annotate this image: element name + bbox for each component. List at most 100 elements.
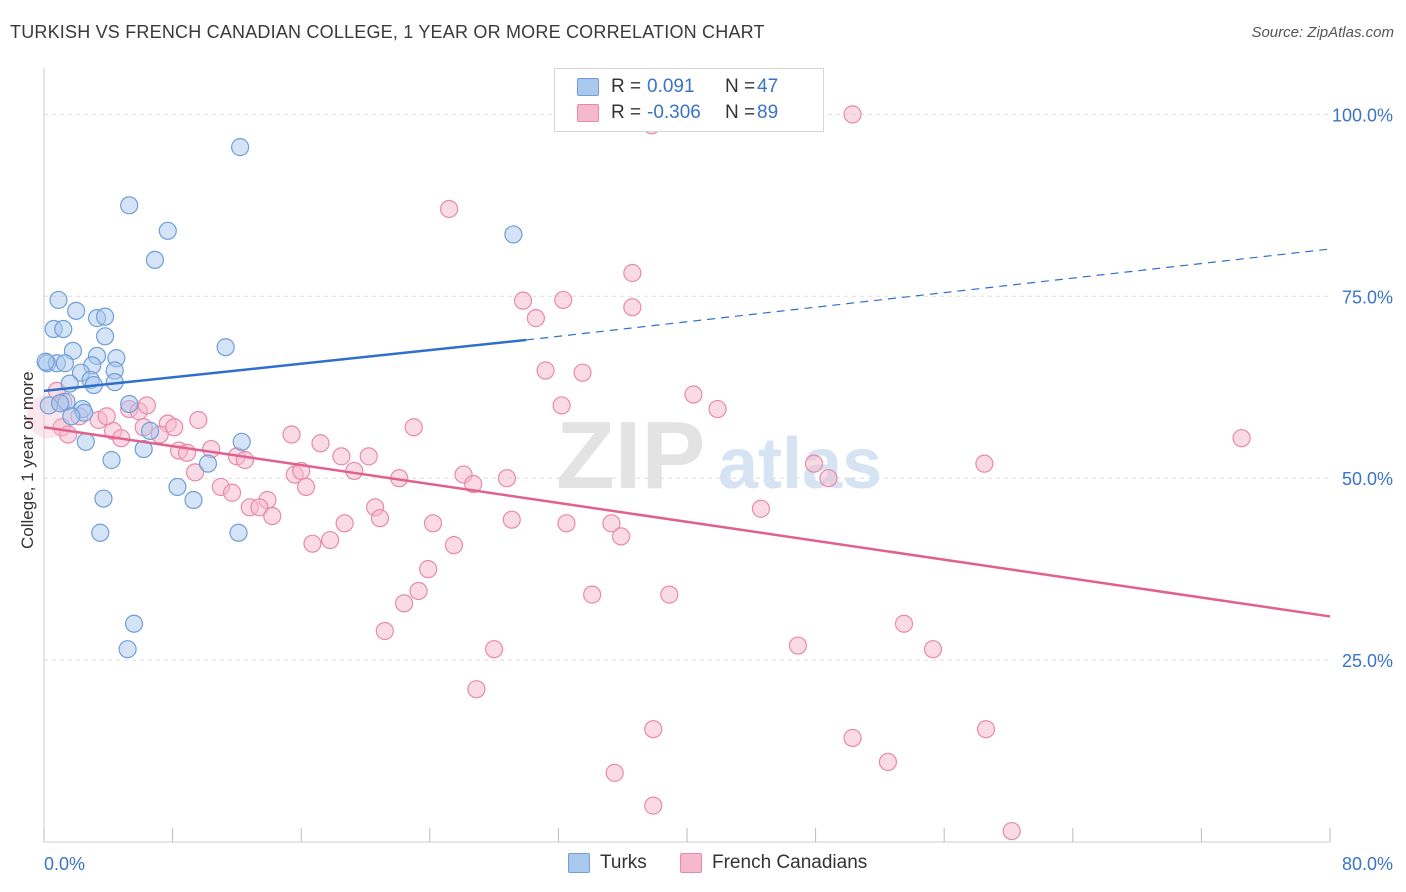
french-canadians-point [359,447,378,466]
french-canadians-point [644,796,663,815]
chart-title: TURKISH VS FRENCH CANADIAN COLLEGE, 1 YE… [10,22,765,42]
legend-swatch-french [680,853,702,873]
turks-point [134,439,153,459]
french-canadians-point [611,527,631,546]
turks-point [145,250,165,270]
french-canadians-point [235,450,255,470]
french-canadians-point [583,585,602,604]
french-canadians-point [502,510,521,529]
french-canadians-point [513,291,533,310]
french-canadians-point [263,506,282,526]
turks-point [216,338,235,357]
grid-lines [44,113,1330,661]
turks-point [198,454,218,473]
french-canadians-point [894,614,914,633]
french-canadians-point [222,483,242,502]
legend-r-value: -0.306 [647,102,701,123]
french-trend-line [43,426,1331,618]
french-canadians-point [189,410,208,430]
y-tick-label: 50.0% [1342,469,1393,489]
turks-point [55,354,74,373]
french-canadians-point [843,105,862,124]
french-canadians-point [602,514,621,533]
french-canadians-point [573,363,592,382]
legend-label-turks: Turks [600,852,647,873]
turks-point [95,307,115,326]
turks-point [91,523,110,542]
turks-point [232,432,251,451]
french-canadians-point [751,499,771,518]
french-canadians-point [557,514,576,533]
legend-item-french[interactable]: French Canadians [680,852,867,874]
x-tick-label: 80.0% [1342,854,1393,874]
french-canadians-point [843,728,862,748]
french-canadians-point [394,594,414,613]
turks-point [504,225,523,244]
turks-point [62,407,81,426]
y-tick-label: 25.0% [1342,651,1393,671]
source-label: Source: ZipAtlas.com [1251,24,1394,41]
french-canadians-point [1002,821,1021,841]
legend-row-french: R = -0.306 N = 89 [577,101,778,125]
legend-r-value: 0.091 [647,76,695,97]
french-canadians-point [526,309,545,328]
french-canadians-point [137,396,156,415]
french-canadians-point [554,290,573,310]
french-canadians-point [370,509,390,528]
legend-n-label: N = [725,76,756,97]
turks-trend-extension [526,248,1331,341]
y-tick-label: 100.0% [1332,105,1393,125]
turks-point [118,640,137,659]
trend-lines [43,248,1331,618]
french-canadians-point [878,752,898,772]
turks-trend-line [43,338,527,393]
french-canadians-point [375,621,394,641]
french-canadians-point [623,263,642,283]
turks-point [50,394,70,413]
correlation-legend: R = 0.091 N = 47 R = -0.306 N = 89 [554,68,824,132]
french-canadians-point [819,469,838,488]
french-canadians-point [296,477,316,497]
french-canadians-point [439,199,459,219]
legend-label-french: French Canadians [712,852,868,873]
legend-r-label: R = [611,102,642,123]
turks-points [36,138,523,659]
french-canadians-point [804,454,824,473]
series-legend: Turks French Canadians [0,852,1406,878]
french-canadians-point [419,560,438,579]
legend-swatch-turks [568,853,590,873]
watermark-atlas: atlas [718,424,882,504]
y-axis-label: College, 1 year or more [18,371,37,549]
french-canadians-point [684,385,703,404]
french-canadians-point [497,469,517,488]
turks-point [184,490,203,510]
french-canadians-point [282,425,301,444]
legend-n-label: N = [725,102,756,123]
turks-point [54,319,73,339]
legend-item-turks[interactable]: Turks [568,852,647,874]
axes [43,68,1331,843]
french-canadians-point [464,474,483,494]
turks-point [140,421,160,440]
watermark-zip: ZIP [556,402,705,509]
turks-point [76,432,95,451]
turks-point [95,327,115,346]
french-canadians-point [976,720,996,739]
french-canadians-point [660,585,679,604]
legend-r-label: R = [611,76,642,97]
turks-point [231,138,250,157]
french-canadians-point [467,680,486,699]
french-canadians-point [165,418,184,437]
french-canadians-point [485,640,504,659]
french-canadians-point [321,530,340,550]
french-canadians-point [311,434,330,453]
turks-point [102,450,121,470]
turks-point [36,352,55,371]
french-canadians-point [536,361,555,380]
french-canadians-point [250,498,269,517]
french-canadians-point [409,581,428,601]
legend-n-value: 47 [757,76,779,97]
turks-point [120,196,139,215]
french-canadians-point [303,534,322,553]
french-canadians-point [923,640,943,659]
